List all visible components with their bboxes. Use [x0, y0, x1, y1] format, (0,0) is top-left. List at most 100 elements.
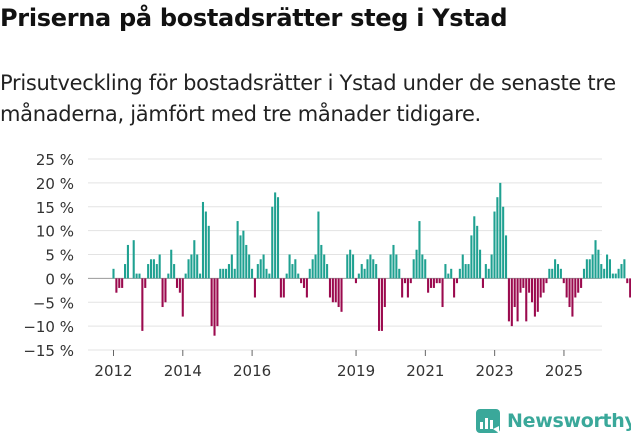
bar	[444, 264, 447, 279]
bar	[352, 254, 355, 279]
bar	[147, 264, 150, 279]
bar	[626, 278, 629, 284]
bar	[455, 278, 459, 284]
bar	[297, 273, 300, 279]
bar	[574, 278, 577, 298]
brand-name: Newsworthy	[507, 410, 631, 432]
y-axis: 25 % 20 % 15 % 10 % 5 % 0 % −5 % −10 % −15 %	[23, 151, 74, 360]
bar	[268, 273, 271, 279]
bar	[317, 211, 320, 279]
bar	[349, 249, 352, 279]
bar	[591, 254, 594, 279]
bar	[415, 249, 418, 279]
bar	[530, 278, 534, 303]
bar	[556, 264, 560, 279]
x-tick-label: 2025	[545, 362, 583, 380]
bar	[245, 244, 248, 279]
bar	[412, 259, 415, 279]
y-tick-label: −10 %	[23, 318, 74, 336]
y-tick-label: −15 %	[23, 342, 74, 360]
bar	[499, 182, 502, 279]
bar	[227, 264, 230, 279]
bar	[302, 278, 306, 288]
bar	[132, 240, 135, 279]
bar	[294, 259, 297, 279]
bar	[360, 264, 363, 279]
bar	[199, 273, 202, 279]
x-axis: 2012 2014 2016 2019 2021 2023 2025	[94, 350, 583, 380]
bar	[522, 278, 525, 288]
bar	[559, 268, 562, 279]
bar	[251, 268, 254, 279]
bar	[490, 254, 493, 279]
bar	[620, 264, 623, 279]
y-tick-label: 20 %	[36, 175, 74, 193]
bar	[121, 278, 124, 288]
bar	[253, 278, 256, 298]
bar	[603, 268, 606, 279]
bar	[481, 278, 484, 288]
bar	[441, 278, 444, 308]
bar	[378, 278, 381, 331]
bar	[464, 264, 467, 279]
bar	[135, 273, 138, 279]
y-tick-label: 15 %	[36, 199, 74, 217]
bar	[467, 264, 470, 279]
bar	[369, 254, 372, 279]
newsworthy-logo-icon	[476, 409, 500, 433]
bar	[181, 278, 184, 317]
bar	[219, 268, 222, 279]
bar	[331, 278, 334, 303]
bar	[204, 211, 207, 279]
bar	[155, 264, 158, 279]
bar	[213, 278, 216, 336]
bar	[248, 254, 251, 279]
bar	[225, 268, 228, 279]
bar	[496, 197, 499, 279]
bar	[421, 254, 424, 279]
bar	[276, 197, 280, 279]
bar	[629, 278, 631, 298]
bar	[288, 254, 291, 279]
bar	[427, 278, 430, 293]
bar	[470, 235, 473, 279]
bar	[528, 278, 531, 293]
bar	[326, 264, 329, 279]
bar	[429, 278, 433, 288]
bar	[401, 278, 404, 298]
bar	[118, 278, 121, 288]
bar	[597, 249, 600, 279]
x-tick-label: 2021	[406, 362, 444, 380]
brand-logo: Newsworthy	[475, 406, 631, 436]
bar	[461, 254, 464, 279]
bar	[262, 254, 265, 279]
bar	[173, 264, 176, 279]
bar	[438, 278, 441, 284]
bar	[184, 273, 187, 279]
bar	[216, 278, 219, 327]
chart-title: Priserna på bostadsrätter steg i Ystad	[0, 4, 508, 32]
bar	[138, 273, 141, 279]
y-tick-label: −5 %	[33, 294, 74, 312]
bar	[484, 264, 487, 279]
bar	[507, 278, 510, 322]
bar	[314, 254, 317, 279]
bar	[149, 259, 153, 279]
bar	[201, 201, 205, 279]
bar	[340, 278, 343, 312]
bar	[164, 278, 167, 303]
bar	[305, 278, 308, 298]
bar	[545, 278, 548, 284]
bar	[366, 259, 369, 279]
bar	[357, 273, 360, 279]
bar	[424, 259, 427, 279]
bar	[577, 278, 580, 293]
bar	[126, 244, 129, 279]
bar	[222, 268, 225, 279]
bar	[236, 221, 239, 279]
chart-subtitle: Prisutveckling för bostadsrätter i Ystad…	[0, 71, 616, 126]
bar	[190, 254, 193, 279]
bar	[608, 259, 611, 279]
x-tick-label: 2019	[337, 362, 375, 380]
